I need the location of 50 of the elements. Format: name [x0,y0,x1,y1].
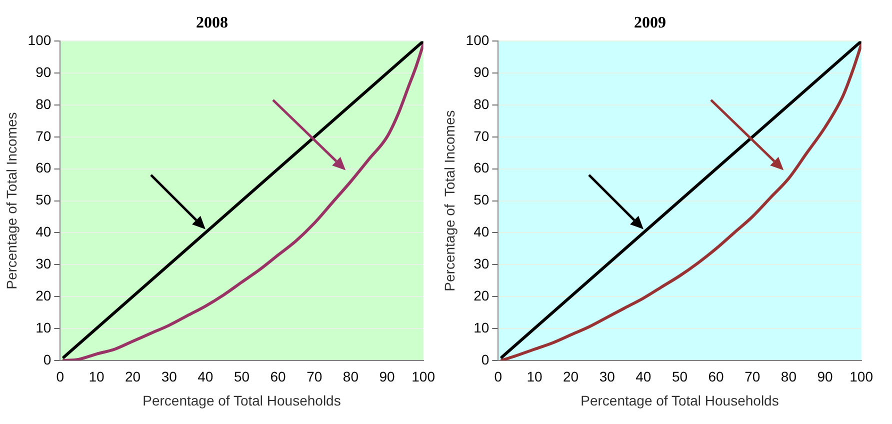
y-tick-label: 10 [36,319,52,336]
x-tick-label: 70 [744,368,760,385]
y-tick-label: 30 [36,256,52,272]
x-tick-label: 100 [850,368,874,385]
x-tick-label: 60 [708,368,724,385]
y-tick-label: 40 [474,224,490,240]
y-tick-label: 60 [36,160,52,176]
x-tick-label: 20 [563,368,579,385]
x-tick-label: 100 [412,368,436,385]
y-tick-label: 60 [474,160,490,176]
y-tick-label: 30 [474,256,490,272]
x-axis-title: Percentage of Total Households [580,392,779,408]
x-tick-label: 0 [494,368,502,385]
x-tick-label: 80 [342,368,359,385]
y-tick-label: 50 [36,192,52,208]
y-tick-label: 70 [36,128,52,144]
x-tick-label: 50 [234,368,250,385]
x-tick-label: 10 [88,368,104,385]
y-tick-label: 0 [43,351,52,368]
x-axis-title: Percentage of Total Households [142,392,341,408]
x-tick-label: 80 [780,368,797,385]
x-tick-label: 40 [636,368,652,385]
y-tick-label: 20 [474,287,490,304]
y-tick-label: 70 [474,128,490,144]
y-tick-label: 40 [36,224,52,240]
x-tick-label: 70 [306,368,322,385]
x-tick-label: 30 [599,368,616,385]
x-tick-label: 30 [161,368,178,385]
y-axis-title: Percentage of Total Incomes [3,112,20,290]
x-tick-label: 40 [198,368,214,385]
chart-title: 2009 [634,14,666,32]
y-tick-label: 10 [474,319,490,336]
x-tick-label: 90 [379,368,395,385]
y-tick-label: 80 [36,96,52,112]
y-axis-title: Percentage of Total Incomes [441,110,458,292]
y-tick-label: 20 [36,287,52,304]
y-tick-label: 0 [481,351,490,368]
x-tick-label: 90 [817,368,833,385]
y-tick-label: 100 [466,32,490,48]
y-tick-label: 100 [28,32,52,48]
x-tick-label: 50 [672,368,688,385]
chart-title: 2008 [196,14,228,32]
x-tick-label: 0 [56,368,64,385]
x-tick-label: 60 [270,368,286,385]
y-tick-label: 90 [36,64,52,80]
y-tick-label: 80 [474,96,490,112]
x-tick-label: 10 [526,368,542,385]
y-tick-label: 90 [474,64,490,80]
x-tick-label: 20 [125,368,141,385]
y-tick-label: 50 [474,192,490,208]
